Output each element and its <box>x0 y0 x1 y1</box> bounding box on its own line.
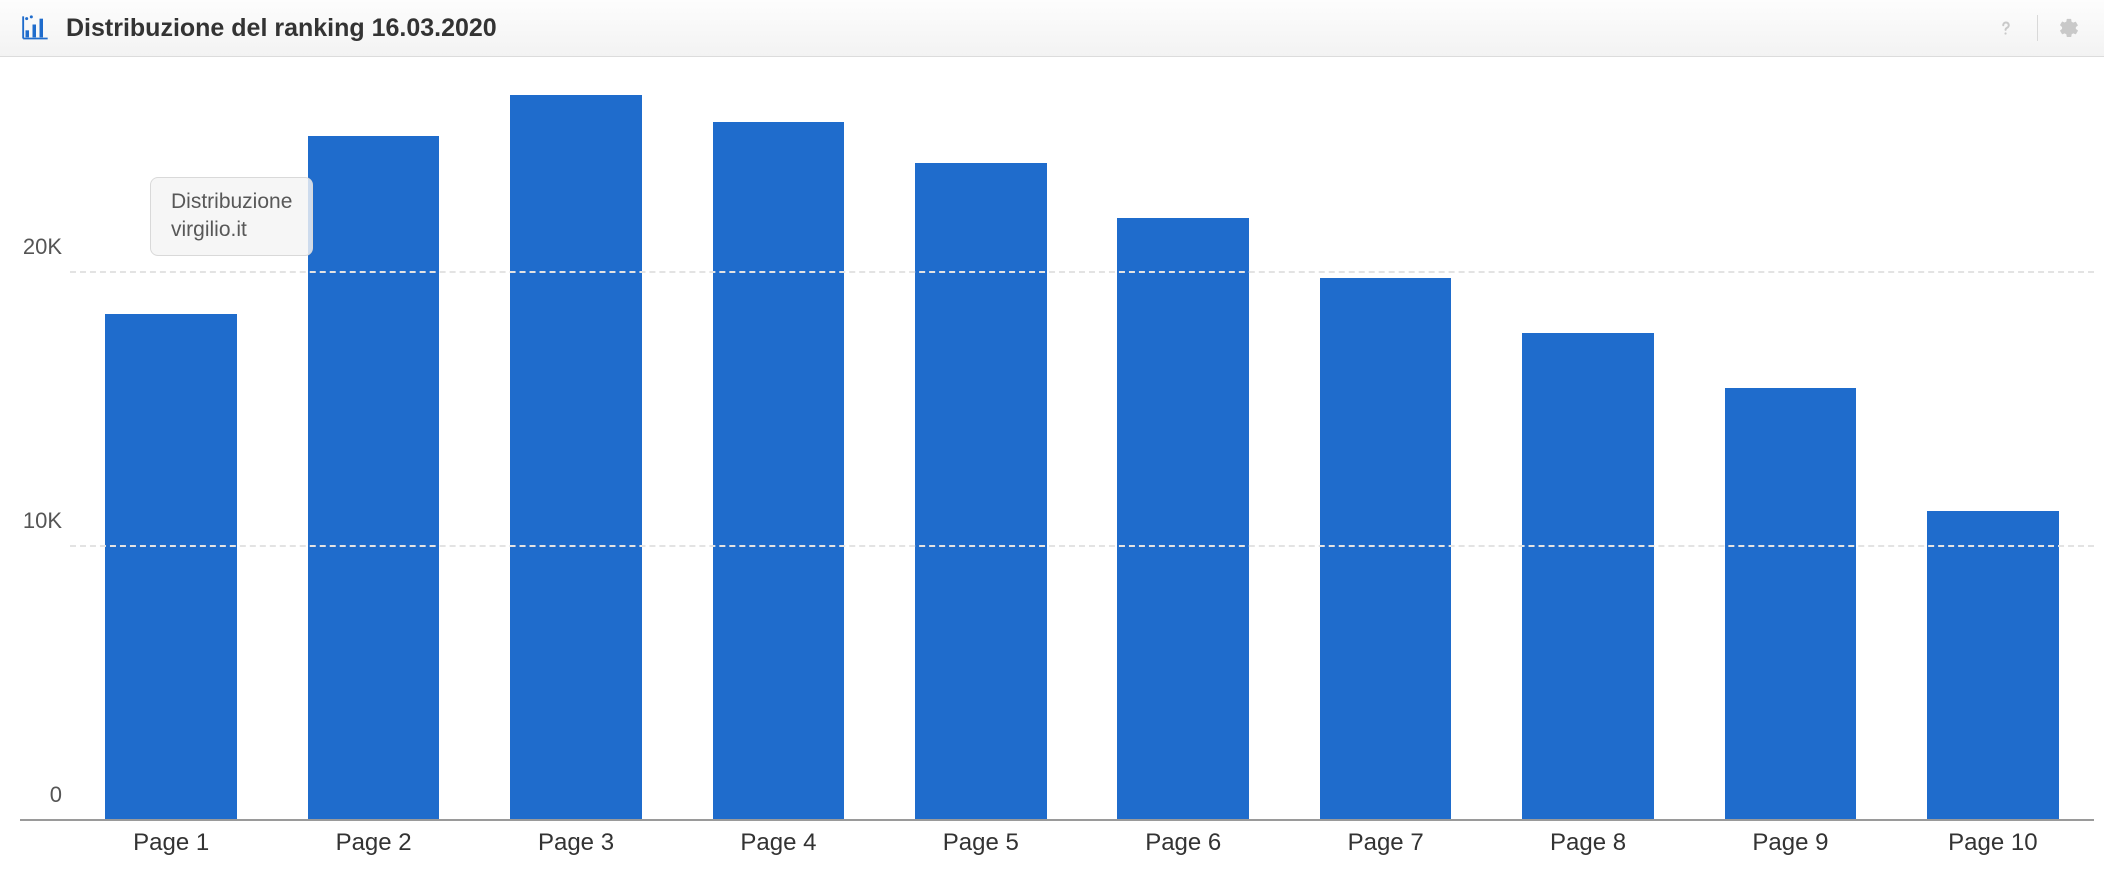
separator <box>2037 15 2038 41</box>
panel-header-actions <box>1993 15 2082 41</box>
panel-title: Distribuzione del ranking 16.03.2020 <box>66 14 1993 43</box>
bar[interactable] <box>105 314 237 821</box>
bar[interactable] <box>1522 333 1654 821</box>
x-tick-label: Page 7 <box>1284 829 1486 865</box>
help-icon[interactable] <box>1993 15 2019 41</box>
bar-slot <box>1689 81 1891 821</box>
x-tick-label: Page 8 <box>1487 829 1689 865</box>
bar[interactable] <box>1320 278 1452 821</box>
x-axis-labels: Page 1Page 2Page 3Page 4Page 5Page 6Page… <box>70 829 2094 865</box>
grid-line <box>70 545 2094 547</box>
bar[interactable] <box>1927 511 2059 821</box>
bar[interactable] <box>510 95 642 821</box>
bar[interactable] <box>308 136 440 821</box>
bar[interactable] <box>1117 218 1249 821</box>
bar-slot <box>475 81 677 821</box>
bar[interactable] <box>1725 388 1857 821</box>
x-tick-label: Page 10 <box>1892 829 2094 865</box>
y-tick-label: 10K <box>12 508 62 534</box>
bar-slot <box>1284 81 1486 821</box>
bar-slot <box>272 81 474 821</box>
x-axis-line <box>20 819 2094 821</box>
grid-line <box>70 271 2094 273</box>
x-tick-label: Page 5 <box>880 829 1082 865</box>
gear-icon[interactable] <box>2056 15 2082 41</box>
x-tick-label: Page 9 <box>1689 829 1891 865</box>
x-tick-label: Page 2 <box>272 829 474 865</box>
y-tick-label: 0 <box>12 782 62 808</box>
bar-slot <box>1892 81 2094 821</box>
bar-slot <box>677 81 879 821</box>
y-tick-label: 20K <box>12 234 62 260</box>
bar-slot <box>1082 81 1284 821</box>
x-tick-label: Page 6 <box>1082 829 1284 865</box>
panel-header: Distribuzione del ranking 16.03.2020 <box>0 0 2104 57</box>
chart-area: 010K20K Page 1Page 2Page 3Page 4Page 5Pa… <box>0 57 2104 876</box>
bar[interactable] <box>713 122 845 821</box>
x-tick-label: Page 1 <box>70 829 272 865</box>
bar-slot <box>70 81 272 821</box>
bar-slot <box>1487 81 1689 821</box>
bar-slot <box>880 81 1082 821</box>
bar-chart-icon <box>22 14 50 42</box>
bar[interactable] <box>915 163 1047 821</box>
chart-plot: 010K20K <box>70 81 2094 821</box>
x-tick-label: Page 4 <box>677 829 879 865</box>
x-tick-label: Page 3 <box>475 829 677 865</box>
